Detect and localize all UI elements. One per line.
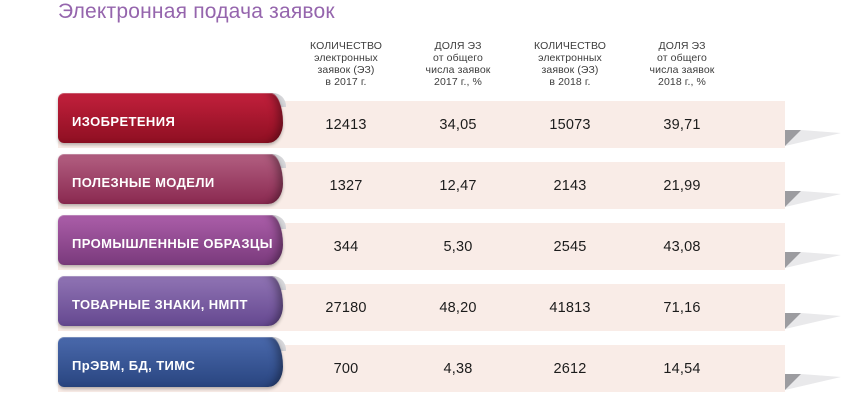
column-header-share-2017: ДОЛЯ ЭЗ от общего числа заявок 2017 г., … xyxy=(402,40,514,88)
header-line: в 2018 г. xyxy=(549,76,591,88)
cell-value: 4,38 xyxy=(443,360,473,377)
row-label: ПОЛЕЗНЫЕ МОДЕЛИ xyxy=(72,174,215,190)
header-line: ДОЛЯ ЭЗ xyxy=(434,40,482,52)
ribbon-tail-icon xyxy=(785,252,841,268)
cell-value: 21,99 xyxy=(663,177,701,194)
column-header-qty-2018: КОЛИЧЕСТВО электронных заявок (ЭЗ) в 201… xyxy=(514,40,626,88)
row-ribbon: ПРОМЫШЛЕННЫЕ ОБРАЗЦЫ xyxy=(58,215,283,265)
header-line: 2018 г., % xyxy=(658,76,706,88)
cell-value: 39,71 xyxy=(663,116,701,133)
table-row-industrial-designs: 344 5,30 2545 43,08 ПРОМЫШЛЕННЫЕ ОБРАЗЦЫ xyxy=(58,215,850,270)
cell-value: 344 xyxy=(333,238,359,255)
row-cells: 700 4,38 2612 14,54 xyxy=(290,345,738,392)
row-label: ТОВАРНЫЕ ЗНАКИ, НМПТ xyxy=(72,296,248,312)
header-line: заявок (ЭЗ) xyxy=(317,64,375,76)
ribbon-tail-icon xyxy=(785,313,841,329)
row-ribbon: ПОЛЕЗНЫЕ МОДЕЛИ xyxy=(58,154,283,204)
row-label: ПРОМЫШЛЕННЫЕ ОБРАЗЦЫ xyxy=(72,235,273,251)
row-label: ИЗОБРЕТЕНИЯ xyxy=(72,113,176,129)
cell-value: 5,30 xyxy=(443,238,473,255)
cell-value: 71,16 xyxy=(663,299,701,316)
header-line: электронных xyxy=(314,52,378,64)
table-row-trademarks: 27180 48,20 41813 71,16 ТОВАРНЫЕ ЗНАКИ, … xyxy=(58,276,850,331)
cell-value: 34,05 xyxy=(439,116,477,133)
cell-value: 700 xyxy=(333,360,359,377)
header-line: электронных xyxy=(538,52,602,64)
table-row-inventions: 12413 34,05 15073 39,71 ИЗОБРЕТЕНИЯ xyxy=(58,93,850,148)
cell-value: 27180 xyxy=(325,299,367,316)
header-line: от общего xyxy=(657,52,707,64)
ribbon-tail-icon xyxy=(785,130,841,146)
row-ribbon: ТОВАРНЫЕ ЗНАКИ, НМПТ xyxy=(58,276,283,326)
column-header-qty-2017: КОЛИЧЕСТВО электронных заявок (ЭЗ) в 201… xyxy=(290,40,402,88)
cell-value: 48,20 xyxy=(439,299,477,316)
cell-value: 12413 xyxy=(325,116,367,133)
row-ribbon: ПрЭВМ, БД, ТИМС xyxy=(58,337,283,387)
header-line: заявок (ЭЗ) xyxy=(541,64,599,76)
row-cells: 344 5,30 2545 43,08 xyxy=(290,223,738,270)
ribbon-tail-icon xyxy=(785,374,841,390)
row-ribbon: ИЗОБРЕТЕНИЯ xyxy=(58,93,283,143)
cell-value: 15073 xyxy=(549,116,591,133)
row-cells: 1327 12,47 2143 21,99 xyxy=(290,162,738,209)
header-line: КОЛИЧЕСТВО xyxy=(534,40,606,52)
header-line: числа заявок xyxy=(425,64,491,76)
header-line: 2017 г., % xyxy=(434,76,482,88)
table-row-software-db: 700 4,38 2612 14,54 ПрЭВМ, БД, ТИМС xyxy=(58,337,850,392)
header-line: от общего xyxy=(433,52,483,64)
cell-value: 12,47 xyxy=(439,177,477,194)
table-header-row: КОЛИЧЕСТВО электронных заявок (ЭЗ) в 201… xyxy=(290,40,738,88)
cell-value: 2143 xyxy=(553,177,587,194)
header-line: КОЛИЧЕСТВО xyxy=(310,40,382,52)
cell-value: 2612 xyxy=(553,360,587,377)
cell-value: 14,54 xyxy=(663,360,701,377)
cell-value: 2545 xyxy=(553,238,587,255)
column-header-share-2018: ДОЛЯ ЭЗ от общего числа заявок 2018 г., … xyxy=(626,40,738,88)
header-line: в 2017 г. xyxy=(325,76,367,88)
header-line: ДОЛЯ ЭЗ xyxy=(658,40,706,52)
page-title: Электронная подача заявок xyxy=(58,0,335,23)
table-row-utility-models: 1327 12,47 2143 21,99 ПОЛЕЗНЫЕ МОДЕЛИ xyxy=(58,154,850,209)
cell-value: 1327 xyxy=(329,177,363,194)
ribbon-tail-icon xyxy=(785,191,841,207)
cell-value: 43,08 xyxy=(663,238,701,255)
cell-value: 41813 xyxy=(549,299,591,316)
row-label: ПрЭВМ, БД, ТИМС xyxy=(72,357,196,373)
row-cells: 12413 34,05 15073 39,71 xyxy=(290,101,738,148)
row-cells: 27180 48,20 41813 71,16 xyxy=(290,284,738,331)
header-line: числа заявок xyxy=(649,64,715,76)
table-body: 12413 34,05 15073 39,71 ИЗОБРЕТЕНИЯ 1327… xyxy=(58,93,850,398)
